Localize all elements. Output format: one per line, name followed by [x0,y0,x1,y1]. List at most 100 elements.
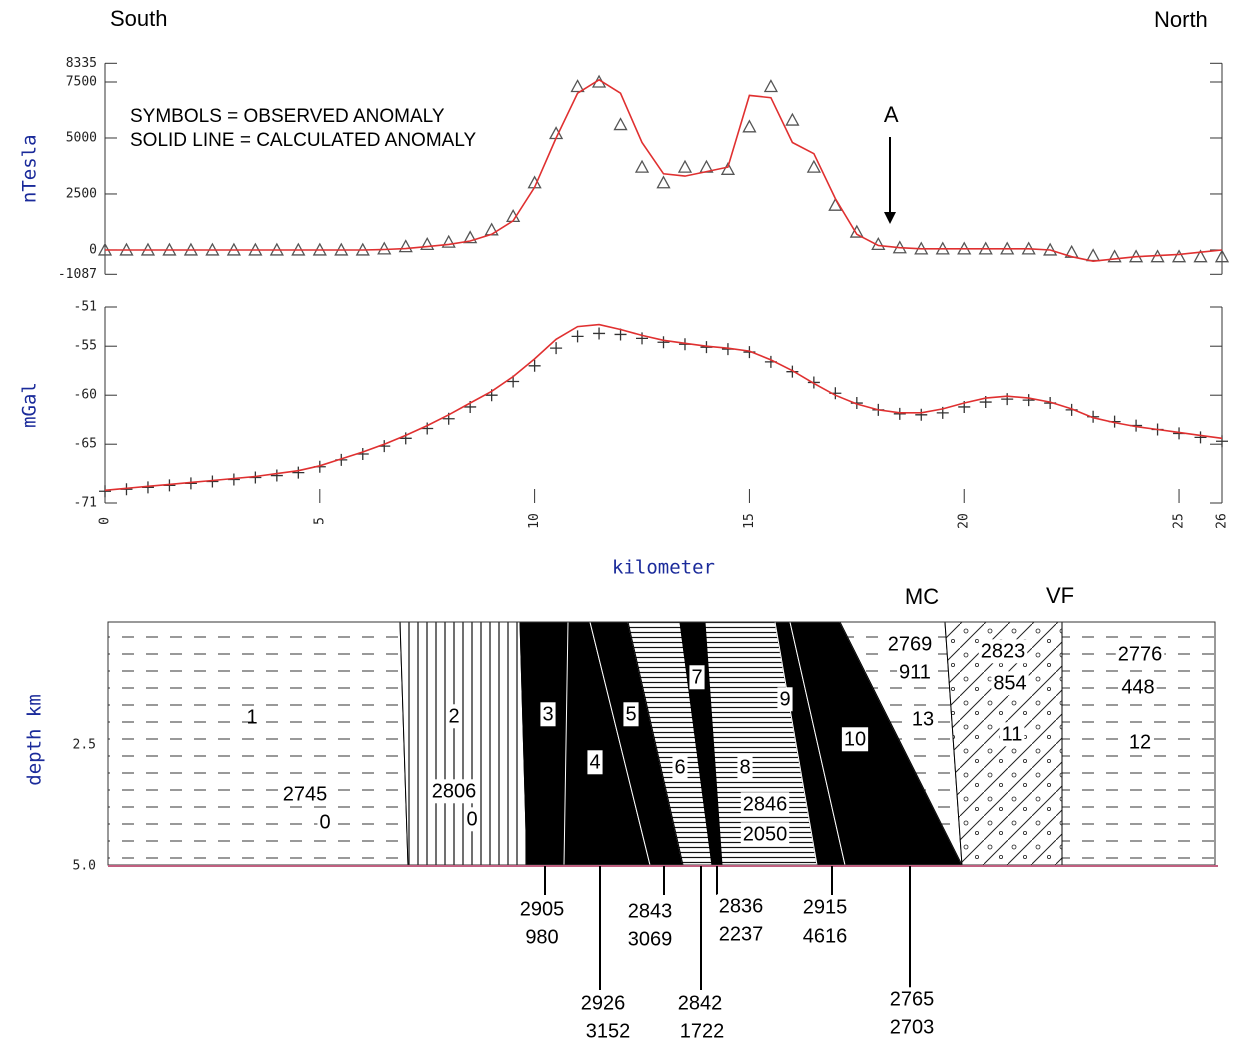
body-id: 6 [674,756,685,778]
x-tick-label: 5 [312,517,327,525]
body-id-bg [777,687,793,712]
body-density-bg [800,895,850,920]
body-id-bg [999,722,1025,747]
observed-point [636,332,649,345]
observed-point [786,365,799,378]
body-susceptibility-bg [464,807,480,832]
body-density: 2765 [890,988,935,1010]
observed-point [593,327,606,340]
body-density: 2915 [803,896,848,918]
observed-point [463,230,478,244]
body-id-bg [540,702,556,727]
observed-point [614,328,627,341]
y-axis-title: mGal [19,382,41,428]
observed-point [1216,435,1228,448]
body-susceptibility-bg [1119,675,1157,700]
body-susceptibility: 980 [525,926,558,948]
body-id: 2 [448,705,459,727]
body-id: 9 [779,688,790,710]
body-density: 2846 [743,793,788,815]
body-id-bg [1126,730,1154,755]
body-3 [519,621,569,866]
x-tick-label: 0 [98,517,113,525]
observed-point [550,342,563,355]
body-density-bg [578,991,628,1016]
body-susceptibility-bg [897,660,933,685]
body-density: 2823 [981,640,1026,662]
observed-point [441,234,456,248]
annotation: SYMBOLS = OBSERVED ANOMALY [130,106,445,127]
y-tick-label: -1087 [58,267,97,282]
observed-point [270,469,283,482]
body-susceptibility-bg [800,924,850,949]
body-density-bg [429,779,479,804]
body-susceptibility: 854 [993,672,1026,694]
observed-point [399,432,412,445]
body-density-bg [675,991,725,1016]
body-id-bg [623,702,639,727]
body-density-bg [978,639,1028,664]
observed-point [893,407,906,420]
body-id: 3 [542,703,553,725]
depth-axis-title: depth km [24,694,46,786]
fault-label: MC [905,584,939,609]
body-susceptibility: 911 [899,661,931,683]
observed-point [1194,431,1207,444]
x-axis-title: kilometer [612,557,715,579]
body-id-bg [587,750,603,775]
calculated-line [104,323,1223,492]
body-id: 5 [625,703,636,725]
body-susceptibility: 1722 [680,1020,725,1042]
body-susceptibility: 0 [319,811,330,833]
body-density: 2842 [678,992,723,1014]
body-susceptibility-bg [740,822,790,847]
body-id-bg [689,665,705,690]
body-susceptibility-bg [887,1015,937,1040]
calculated-line [105,78,1223,263]
observed-point [528,359,541,372]
y-tick-label: -51 [74,300,97,315]
observed-point [785,112,800,126]
observed-point [763,79,778,93]
body-id: 12 [1129,731,1151,753]
observed-point [720,161,736,175]
observed-point [656,175,671,189]
annotation: SOLID LINE = CALCULATED ANOMALY [130,130,476,151]
y-tick-label: 5000 [66,130,97,145]
body-density: 2806 [432,780,477,802]
body-density: 2843 [628,900,673,922]
body-susceptibility-bg [523,925,561,950]
depth-tick-label: 5.0 [73,859,96,874]
observed-point [1171,249,1187,263]
north-label: North [1154,7,1208,32]
body-id: 13 [912,708,934,730]
observed-point [634,159,650,173]
body-density: 2905 [520,898,565,920]
body-id-bg [672,755,688,780]
body-density: 2926 [581,992,626,1014]
observed-point [1214,249,1230,263]
body-susceptibility: 2703 [890,1016,935,1038]
body-susceptibility: 2237 [719,923,764,945]
body-susceptibility-bg [677,1019,727,1044]
y-tick-label: 8335 [66,56,97,71]
x-tick-label: 10 [527,513,542,529]
marker-label: A [884,102,899,127]
observed-point [677,159,693,173]
body-density-bg [625,899,675,924]
body-id: 1 [246,706,257,728]
observed-point [806,159,821,173]
body-id-bg [909,707,937,732]
south-label: South [110,6,168,31]
body-susceptibility-bg [716,922,766,947]
y-tick-label: 7500 [66,74,97,89]
x-tick-label: 25 [1172,513,1187,529]
body-susceptibility: 4616 [803,925,848,947]
body-susceptibility: 0 [466,808,477,830]
fault-label: VF [1046,583,1074,608]
body-susceptibility: 3152 [586,1020,631,1042]
body-susceptibility-bg [583,1019,633,1044]
body-id-bg [737,755,753,780]
observed-point [570,79,585,93]
